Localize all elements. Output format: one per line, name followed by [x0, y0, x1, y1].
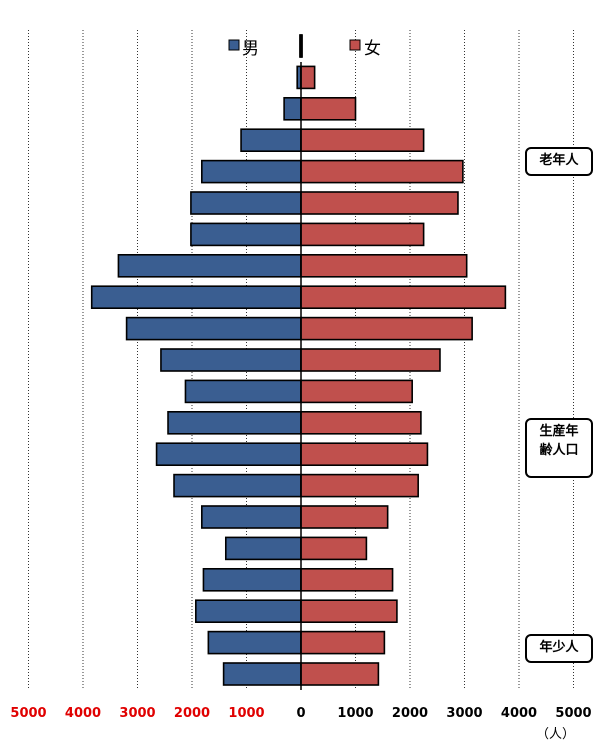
legend-female-label: 女	[364, 39, 381, 59]
bar-female	[300, 285, 507, 310]
bar-male	[117, 254, 302, 278]
group-label-working-age: 生産年 齢人口	[525, 418, 593, 478]
x-tick-label-left: 5000	[10, 706, 46, 721]
x-tick-label-left: 3000	[119, 706, 155, 721]
bar-male	[201, 505, 302, 529]
bar-female	[300, 159, 464, 184]
bar-male	[195, 599, 302, 624]
bar-female	[300, 599, 398, 624]
x-tick-label-left: 2000	[174, 706, 210, 721]
x-tick-label-left: 4000	[65, 706, 101, 721]
x-tick-label-right: 3000	[446, 706, 482, 721]
group-label-elderly: 老年人	[525, 147, 593, 176]
x-tick-label-right: 5000	[555, 706, 591, 721]
bar-female	[300, 316, 473, 341]
bar-female	[300, 505, 389, 529]
x-tick-labels: 5000 4000 3000 2000 1000 0 1000 2000 3000 4000 500…	[10, 706, 591, 721]
legend-male-label: 男	[242, 39, 259, 59]
bars	[90, 34, 507, 686]
bar-male	[202, 567, 302, 592]
bar-female	[300, 630, 386, 655]
x-tick-label-right: 4000	[501, 706, 537, 721]
bar-male	[155, 442, 302, 467]
bar-male	[201, 159, 302, 184]
bar-female	[300, 379, 413, 404]
bar-male	[90, 285, 302, 310]
x-tick-label-right: 2000	[392, 706, 428, 721]
bar-male	[283, 97, 302, 121]
x-tick-label-left: 1000	[228, 706, 264, 721]
bar-female	[300, 34, 303, 58]
bar-male	[173, 473, 302, 498]
bar-female	[300, 97, 357, 121]
bar-male	[184, 379, 302, 404]
bar-female	[300, 442, 429, 467]
bar-female	[300, 222, 425, 247]
bar-male	[222, 662, 302, 686]
bar-male	[167, 410, 302, 435]
unit-label: （人）	[536, 727, 575, 742]
legend-female-swatch	[349, 39, 361, 51]
bar-male	[190, 191, 302, 215]
x-tick-label-right: 1000	[337, 706, 373, 721]
bar-female	[300, 536, 368, 561]
bar-male	[125, 316, 302, 341]
x-tick-label-right: 0	[296, 706, 305, 721]
legend-male-swatch	[228, 39, 240, 51]
bar-female	[300, 65, 316, 90]
legend: 男 女	[228, 39, 381, 59]
bar-female	[300, 348, 441, 372]
bar-female	[300, 410, 422, 435]
group-label-youth: 年少人	[525, 634, 593, 663]
bar-female	[300, 254, 468, 278]
bar-male	[190, 222, 302, 247]
bar-female	[300, 191, 459, 215]
bar-female	[300, 128, 425, 152]
bar-male	[224, 536, 302, 561]
bar-female	[300, 473, 419, 498]
bar-female	[300, 567, 394, 592]
bar-male	[207, 630, 302, 655]
bar-male	[240, 128, 302, 152]
bar-male	[160, 348, 302, 372]
bar-female	[300, 662, 380, 686]
